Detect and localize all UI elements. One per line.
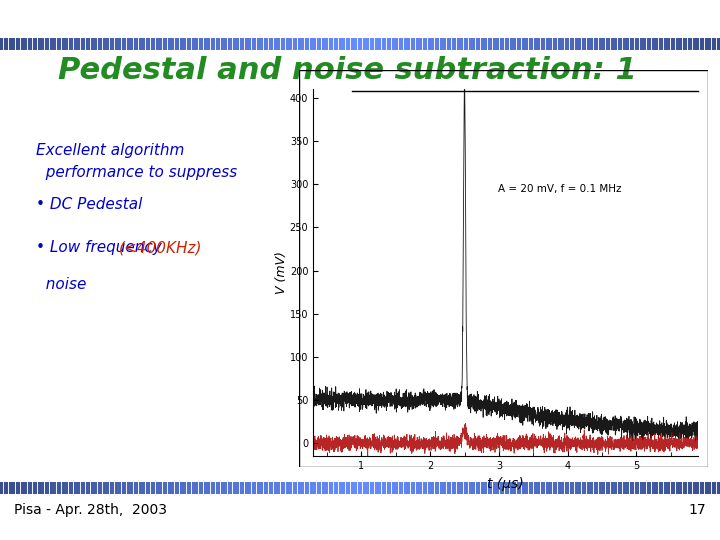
- Text: A = 20 mV, f = 0.1 MHz: A = 20 mV, f = 0.1 MHz: [498, 184, 621, 194]
- X-axis label: t (μs): t (μs): [487, 477, 524, 491]
- Text: Pedestal and noise subtraction: 1: Pedestal and noise subtraction: 1: [58, 56, 636, 85]
- Text: 17: 17: [688, 503, 706, 517]
- Y-axis label: V (mV): V (mV): [275, 251, 288, 294]
- Text: Pisa - Apr. 28th,  2003: Pisa - Apr. 28th, 2003: [14, 503, 167, 517]
- Text: • DC Pedestal: • DC Pedestal: [36, 197, 143, 212]
- Text: Excellent algorithm: Excellent algorithm: [36, 143, 184, 158]
- Text: performance to suppress: performance to suppress: [36, 165, 238, 180]
- Text: noise: noise: [36, 277, 86, 292]
- Text: (<400KHz): (<400KHz): [119, 240, 202, 255]
- Text: • Low frequency: • Low frequency: [36, 240, 166, 255]
